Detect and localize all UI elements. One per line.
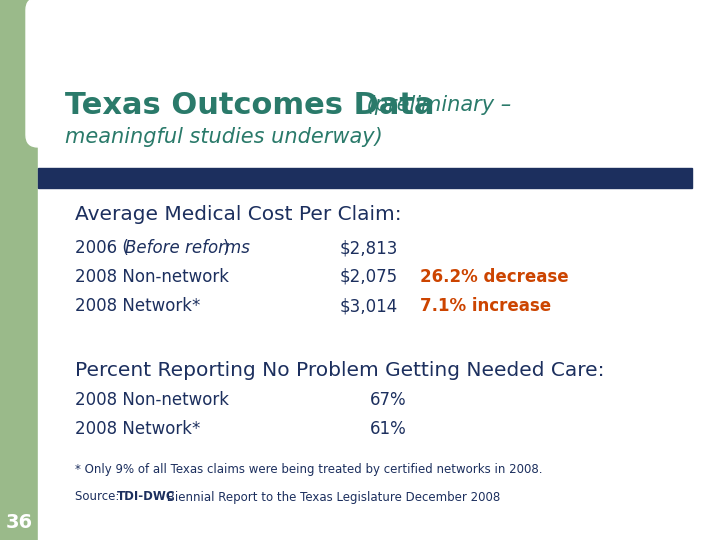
Text: * Only 9% of all Texas claims were being treated by certified networks in 2008.: * Only 9% of all Texas claims were being… <box>75 463 542 476</box>
Text: ): ) <box>223 239 230 257</box>
Text: 2008 Network*: 2008 Network* <box>75 420 200 438</box>
Text: Texas Outcomes Data: Texas Outcomes Data <box>65 91 434 119</box>
Text: (preliminary –: (preliminary – <box>360 95 511 115</box>
Text: 61%: 61% <box>370 420 407 438</box>
Text: 2006 (: 2006 ( <box>75 239 129 257</box>
Text: TDI-DWC: TDI-DWC <box>117 490 176 503</box>
Text: 36: 36 <box>6 512 32 531</box>
Text: 26.2% decrease: 26.2% decrease <box>420 268 569 286</box>
Bar <box>38 168 692 188</box>
Text: 2008 Network*: 2008 Network* <box>75 297 200 315</box>
Text: Average Medical Cost Per Claim:: Average Medical Cost Per Claim: <box>75 206 402 225</box>
Text: Percent Reporting No Problem Getting Needed Care:: Percent Reporting No Problem Getting Nee… <box>75 361 605 380</box>
FancyBboxPatch shape <box>26 0 720 147</box>
Bar <box>38 135 240 540</box>
Text: meaningful studies underway): meaningful studies underway) <box>65 127 383 147</box>
Text: $3,014: $3,014 <box>340 297 398 315</box>
Text: Source:: Source: <box>75 490 123 503</box>
Text: 2008 Non-network: 2008 Non-network <box>75 391 229 409</box>
Text: 2008 Non-network: 2008 Non-network <box>75 268 229 286</box>
Text: 67%: 67% <box>370 391 407 409</box>
Bar <box>240 0 720 540</box>
Text: 7.1% increase: 7.1% increase <box>420 297 551 315</box>
Bar <box>0 0 240 135</box>
Text: $2,075: $2,075 <box>340 268 398 286</box>
Text: Before reforms: Before reforms <box>125 239 250 257</box>
Text: Biennial Report to the Texas Legislature December 2008: Biennial Report to the Texas Legislature… <box>163 490 500 503</box>
Text: $2,813: $2,813 <box>340 239 398 257</box>
Bar <box>0 0 38 540</box>
